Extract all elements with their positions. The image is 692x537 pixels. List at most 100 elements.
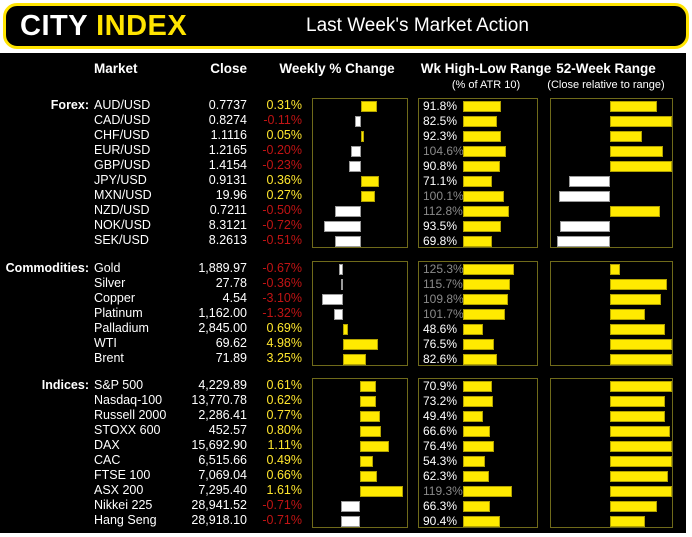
hl-bar (463, 236, 492, 247)
weekly-pct-cell: -0.36% (262, 276, 302, 290)
hl-pct-label: 66.6% (423, 424, 458, 438)
weekly-bar (360, 471, 378, 482)
section-label: Forex: (50, 98, 89, 112)
weekly-change-chart (312, 378, 408, 528)
table-row: SEK/USD 8.2613 -0.51% (0, 233, 686, 248)
city-index-logo: CITY INDEX (20, 6, 187, 46)
logo-index-text: INDEX (96, 9, 188, 42)
close-cell: 0.8274 (208, 113, 247, 127)
weekly-pct-cell: 0.61% (266, 378, 302, 392)
weekly-pct-cell: -0.20% (262, 143, 302, 157)
hl-pct-label: 92.3% (423, 129, 458, 143)
hl-bar (463, 101, 501, 112)
hl-bar (463, 324, 483, 335)
hl-bar (463, 191, 505, 202)
close-cell: 27.78 (215, 276, 247, 290)
close-cell: 8.3121 (208, 218, 247, 232)
table-row: NZD/USD 0.7211 -0.50% (0, 203, 686, 218)
table-row: Palladium 2,845.00 0.69% (0, 321, 686, 336)
w52-bar (610, 309, 645, 320)
market-cell: Palladium (94, 321, 149, 335)
hl-pct-label: 91.8% (423, 99, 458, 113)
weekly-bar (360, 486, 403, 497)
weekly-pct-cell: 1.11% (267, 438, 302, 452)
table-row: NOK/USD 8.3121 -0.72% (0, 218, 686, 233)
weekly-bar (361, 101, 377, 112)
weekly-bar (321, 294, 344, 305)
weekly-bar (343, 354, 367, 365)
weekly-pct-cell: -0.23% (262, 158, 302, 172)
weekly-bar (341, 501, 360, 512)
hl-bar (463, 396, 493, 407)
table-row: MXN/USD 19.96 0.27% (0, 188, 686, 203)
w52-bar (610, 441, 672, 452)
weekly-bar (335, 206, 361, 217)
w52-range-chart (550, 261, 673, 366)
weekly-pct-cell: -0.71% (262, 498, 302, 512)
close-cell: 19.96 (215, 188, 247, 202)
section-label: Commodities: (5, 261, 89, 275)
w52-bar (610, 146, 664, 157)
w52-bar (556, 236, 610, 247)
weekly-bar (349, 161, 362, 172)
w52-bar (610, 324, 665, 335)
hl-bar (463, 486, 512, 497)
weekly-pct-cell: -3.10% (262, 291, 302, 305)
close-cell: 28,941.52 (191, 498, 247, 512)
close-cell: 69.62 (215, 336, 247, 350)
weekly-pct-cell: 0.77% (266, 408, 302, 422)
market-cell: STOXX 600 (94, 423, 161, 437)
w52-bar (610, 279, 668, 290)
hl-pct-label: 76.4% (423, 439, 458, 453)
hl-range-chart: 70.9% 73.2% 49.4% 66.6% 76.4% 54.3% 62.3% 119.3… (418, 378, 538, 528)
hl-bar (463, 146, 506, 157)
close-cell: 6,515.66 (198, 453, 247, 467)
close-cell: 1,889.97 (198, 261, 247, 275)
w52-bar (610, 396, 665, 407)
weekly-pct-cell: -0.51% (262, 233, 302, 247)
w52-range-chart (550, 98, 673, 248)
weekly-pct-cell: 0.05% (266, 128, 302, 142)
hl-bar (463, 309, 505, 320)
hl-pct-label: 90.8% (423, 159, 458, 173)
market-cell: NOK/USD (94, 218, 151, 232)
weekly-bar (360, 396, 377, 407)
close-cell: 1.4154 (208, 158, 247, 172)
hl-bar (463, 131, 501, 142)
weekly-pct-cell: 3.25% (266, 351, 302, 365)
close-cell: 1,162.00 (198, 306, 247, 320)
w52-bar (610, 101, 658, 112)
table-row: EUR/USD 1.2165 -0.20% (0, 143, 686, 158)
close-cell: 0.7211 (209, 203, 247, 217)
close-cell: 0.9131 (208, 173, 247, 187)
weekly-bar (341, 516, 360, 527)
hl-bar (463, 456, 486, 467)
market-cell: Nasdaq-100 (94, 393, 163, 407)
hl-bar (463, 176, 493, 187)
weekly-pct-cell: -0.50% (262, 203, 302, 217)
hl-bar (463, 516, 501, 527)
close-cell: 7,069.04 (198, 468, 247, 482)
weekly-pct-cell: -0.67% (262, 261, 302, 275)
weekly-pct-cell: 0.69% (266, 321, 302, 335)
close-cell: 7,295.40 (198, 483, 247, 497)
page-title: Last Week's Market Action (306, 15, 529, 36)
hl-pct-label: 82.5% (423, 114, 458, 128)
hl-bar (463, 501, 491, 512)
weekly-bar (338, 264, 344, 275)
market-cell: EUR/USD (94, 143, 151, 157)
table-row: FTSE 100 7,069.04 0.66% (0, 468, 686, 483)
hl-bar (463, 441, 495, 452)
market-cell: Nikkei 225 (94, 498, 153, 512)
w52-bar (610, 471, 669, 482)
weekly-pct-cell: 0.49% (266, 453, 302, 467)
hl-pct-label: 54.3% (423, 454, 458, 468)
market-cell: Hang Seng (94, 513, 157, 527)
hl-bar (463, 381, 493, 392)
w52-bar (610, 116, 672, 127)
market-cell: ASX 200 (94, 483, 144, 497)
hl-bar (463, 411, 484, 422)
close-cell: 71.89 (215, 351, 247, 365)
hl-pct-label: 48.6% (423, 322, 458, 336)
